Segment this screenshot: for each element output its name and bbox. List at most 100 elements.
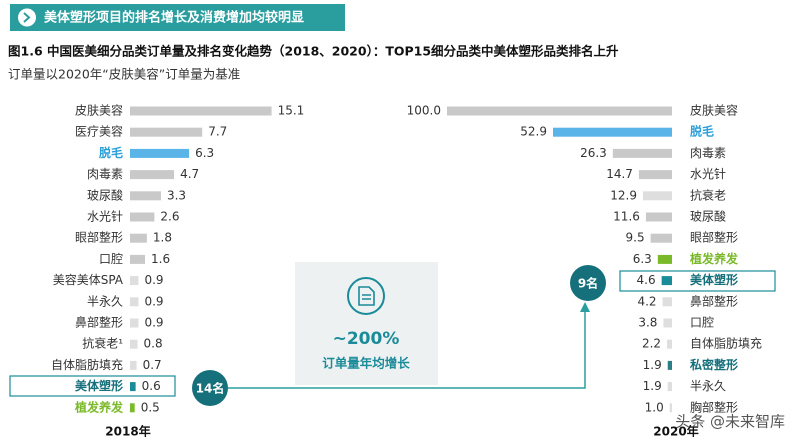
value-label: 0.6 [142,379,161,393]
value-label: 4.2 [637,294,656,308]
callout-doc [358,286,375,306]
bar [130,382,136,392]
bar [638,170,672,180]
bar [130,318,139,328]
value-label: 0.8 [144,337,163,351]
header-band [10,4,345,31]
bar [130,339,138,349]
chart-title: 2020年 [653,424,698,439]
category-label: 抗衰老¹ [82,336,123,351]
category-label: 自体脂肪填充 [690,336,762,351]
category-label: 自体脂肪填充 [51,357,123,372]
category-label: 肉毒素 [87,167,123,181]
badge-label: 14名 [196,381,225,396]
value-label: 2.6 [160,210,179,224]
category-label: 眼部整形 [75,230,123,245]
highlight-box [619,270,776,292]
value-label: 1.9 [643,358,662,372]
category-label: 鼻部整形 [690,293,738,308]
bar [130,233,147,243]
bar [130,403,135,413]
value-label: 26.3 [580,146,607,160]
bar [642,191,672,201]
value-label: 4.7 [180,167,199,181]
bar [650,233,672,243]
category-label: 皮肤美容 [690,103,738,118]
category-label: 植发养发 [689,251,739,266]
bar [130,106,272,116]
rank-arrow [228,310,586,389]
bar [669,403,672,413]
bar [612,148,672,158]
category-label: 医疗美容 [75,124,123,139]
badge-label: 9名 [578,276,598,291]
category-label: 美体塑形 [75,378,123,393]
category-label: 玻尿酸 [690,209,726,224]
figure-title: 图1.6 中国医美细分品类订单量及排名变化趋势（2018、2020）：TOP15… [8,44,619,59]
bar [667,382,672,392]
value-label: 0.9 [144,273,163,287]
bar [130,360,137,370]
value-label: 0.9 [144,316,163,330]
chart-title: 2018年 [105,424,150,439]
value-label: 0.5 [141,400,160,414]
category-label: 美容美体SPA [53,272,124,287]
bar [552,127,672,137]
value-label: 6.3 [195,146,214,160]
value-label: 4.6 [637,273,656,287]
value-label: 0.9 [144,294,163,308]
value-label: 3.3 [167,188,186,202]
category-label: 脱毛 [690,124,714,139]
value-label: 1.6 [151,252,170,266]
value-label: 15.1 [278,104,305,118]
bar [667,360,672,370]
header-icon [18,8,36,27]
bar [661,276,672,286]
category-label: 私密整形 [689,357,738,372]
header-title: 美体塑形项目的排名增长及消费增加均较明显 [44,10,304,26]
bar [130,212,155,222]
value-label: 12.9 [610,188,637,202]
category-label: 眼部整形 [690,230,738,245]
value-label: 9.5 [626,231,645,245]
callout-icon [347,277,385,315]
callout-value: ~200% [333,329,400,349]
value-label: 3.8 [638,316,657,330]
category-label: 美体塑形 [690,272,738,287]
category-label: 玻尿酸 [87,187,123,202]
bar [663,318,672,328]
category-label: 水光针 [690,166,726,181]
bar [130,170,175,180]
highlight-box [9,375,176,397]
category-label: 脱毛 [99,145,123,160]
value-label: 7.7 [208,125,227,139]
value-label: 14.7 [606,167,633,181]
callout-label: 订单量年均增长 [322,356,410,371]
bar [645,212,672,222]
value-label: 100.0 [407,104,441,118]
category-label: 皮肤美容 [75,103,123,118]
figure-note: 订单量以2020年“皮肤美容”订单量为基准 [8,67,240,82]
category-label: 口腔 [99,251,123,266]
rank-arrowhead [580,302,590,312]
badge [192,370,228,406]
value-label: 1.9 [643,379,662,393]
category-label: 半永久 [87,294,123,308]
bar [130,191,161,201]
watermark: 头条 @未来智库 [675,413,785,431]
value-label: 11.6 [613,210,640,224]
category-label: 肉毒素 [690,146,726,160]
value-label: 1.0 [645,400,664,414]
category-label: 水光针 [87,209,123,224]
category-label: 鼻部整形 [75,315,123,330]
bar [657,254,672,264]
category-label: 抗衰老 [690,187,726,202]
value-label: 52.9 [520,125,547,139]
bar [130,276,139,286]
category-label: 口腔 [690,315,714,330]
value-label: 2.2 [642,337,661,351]
badge [570,265,606,301]
bar [662,297,672,307]
value-label: 6.3 [633,252,652,266]
